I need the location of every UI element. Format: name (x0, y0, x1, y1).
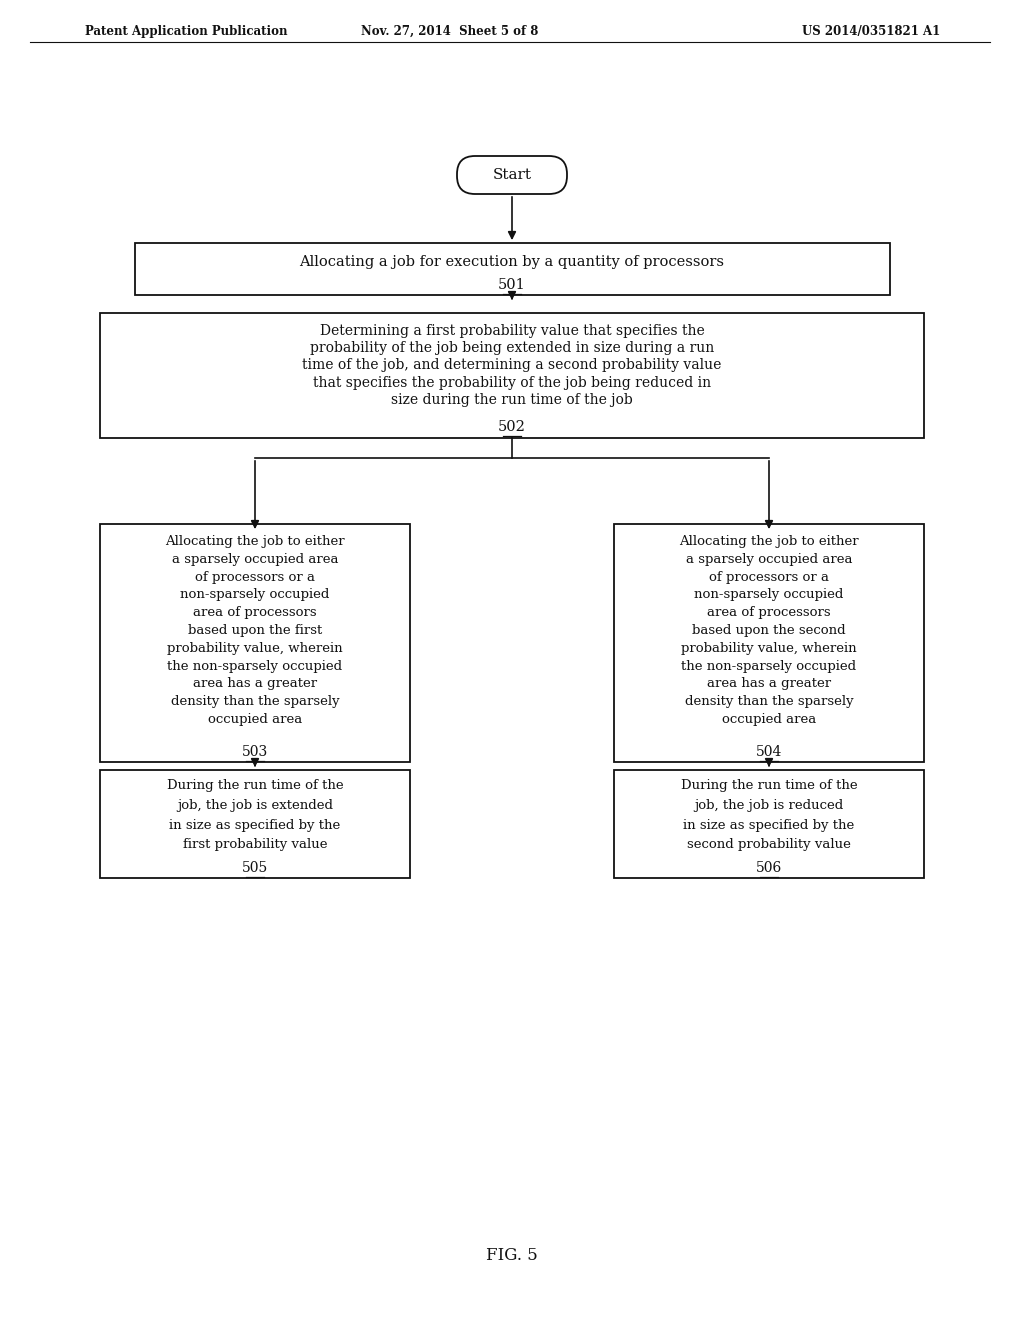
FancyBboxPatch shape (100, 313, 924, 438)
Text: occupied area: occupied area (208, 713, 302, 726)
Text: probability of the job being extended in size during a run: probability of the job being extended in… (310, 341, 714, 355)
Text: 502: 502 (498, 420, 526, 434)
Text: FIG. 5: FIG. 5 (486, 1246, 538, 1263)
Text: US 2014/0351821 A1: US 2014/0351821 A1 (802, 25, 940, 38)
Text: non-sparsely occupied: non-sparsely occupied (180, 589, 330, 602)
Text: area of processors: area of processors (194, 606, 316, 619)
FancyBboxPatch shape (614, 770, 924, 878)
Text: probability value, wherein: probability value, wherein (681, 642, 857, 655)
Text: second probability value: second probability value (687, 838, 851, 851)
Text: in size as specified by the: in size as specified by the (683, 818, 855, 832)
Text: a sparsely occupied area: a sparsely occupied area (172, 553, 338, 566)
Text: probability value, wherein: probability value, wherein (167, 642, 343, 655)
Text: job, the job is extended: job, the job is extended (177, 799, 333, 812)
Text: of processors or a: of processors or a (195, 570, 315, 583)
Text: occupied area: occupied area (722, 713, 816, 726)
Text: non-sparsely occupied: non-sparsely occupied (694, 589, 844, 602)
Text: Patent Application Publication: Patent Application Publication (85, 25, 288, 38)
Text: Allocating the job to either: Allocating the job to either (679, 535, 859, 548)
Text: Allocating the job to either: Allocating the job to either (165, 535, 345, 548)
FancyBboxPatch shape (135, 243, 890, 294)
Text: in size as specified by the: in size as specified by the (169, 818, 341, 832)
Text: based upon the second: based upon the second (692, 624, 846, 638)
Text: a sparsely occupied area: a sparsely occupied area (686, 553, 852, 566)
FancyBboxPatch shape (457, 156, 567, 194)
Text: During the run time of the: During the run time of the (167, 779, 343, 792)
FancyBboxPatch shape (614, 524, 924, 762)
Text: of processors or a: of processors or a (709, 570, 829, 583)
Text: Nov. 27, 2014  Sheet 5 of 8: Nov. 27, 2014 Sheet 5 of 8 (361, 25, 539, 38)
Text: first probability value: first probability value (182, 838, 328, 851)
Text: the non-sparsely occupied: the non-sparsely occupied (681, 660, 856, 673)
Text: 504: 504 (756, 744, 782, 759)
Text: job, the job is reduced: job, the job is reduced (694, 799, 844, 812)
Text: Allocating a job for execution by a quantity of processors: Allocating a job for execution by a quan… (299, 255, 725, 269)
Text: time of the job, and determining a second probability value: time of the job, and determining a secon… (302, 359, 722, 372)
Text: based upon the first: based upon the first (187, 624, 323, 638)
Text: 505: 505 (242, 861, 268, 875)
Text: the non-sparsely occupied: the non-sparsely occupied (168, 660, 343, 673)
Text: 503: 503 (242, 744, 268, 759)
Text: area has a greater: area has a greater (193, 677, 317, 690)
Text: area has a greater: area has a greater (707, 677, 831, 690)
Text: density than the sparsely: density than the sparsely (171, 696, 339, 709)
Text: 506: 506 (756, 861, 782, 875)
Text: Determining a first probability value that specifies the: Determining a first probability value th… (319, 323, 705, 338)
Text: Start: Start (493, 168, 531, 182)
FancyBboxPatch shape (100, 770, 410, 878)
Text: 501: 501 (498, 279, 526, 292)
Text: density than the sparsely: density than the sparsely (685, 696, 853, 709)
Text: size during the run time of the job: size during the run time of the job (391, 393, 633, 407)
FancyBboxPatch shape (100, 524, 410, 762)
Text: that specifies the probability of the job being reduced in: that specifies the probability of the jo… (313, 376, 711, 389)
Text: area of processors: area of processors (708, 606, 830, 619)
Text: During the run time of the: During the run time of the (681, 779, 857, 792)
